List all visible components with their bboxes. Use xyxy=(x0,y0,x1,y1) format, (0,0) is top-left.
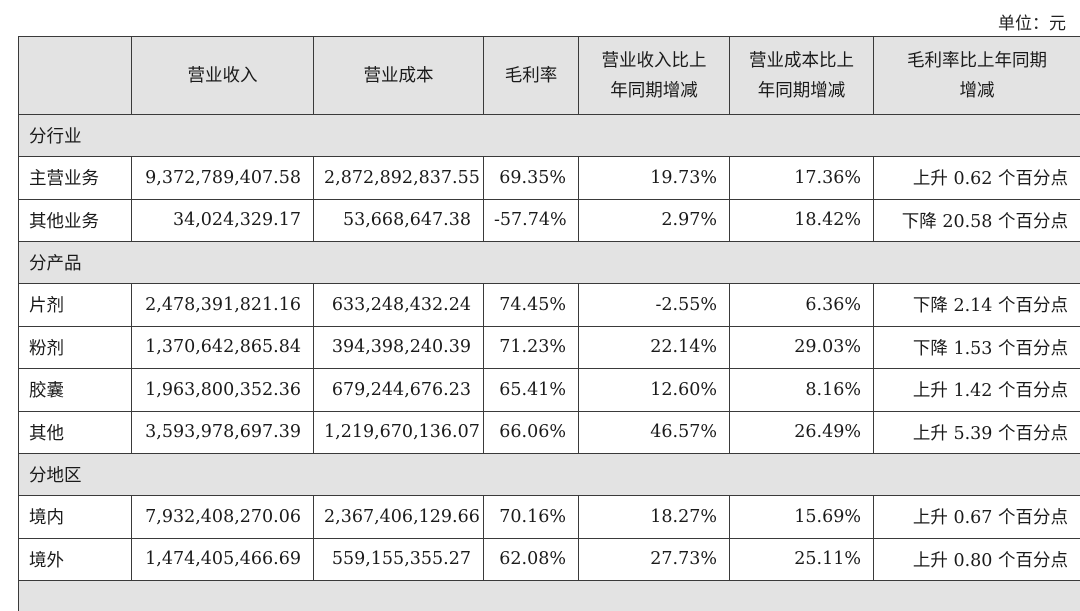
table-row: 主营业务 9,372,789,407.58 2,872,892,837.55 6… xyxy=(18,156,1080,200)
cost-cell: 679,244,676.23 xyxy=(313,368,484,412)
header-blank xyxy=(18,36,132,115)
margin-cell: 70.16% xyxy=(483,495,579,539)
revenue-change-cell: 18.27% xyxy=(578,495,730,539)
cost-change-cell: 29.03% xyxy=(729,325,874,369)
revenue-change-cell: 2.97% xyxy=(578,198,730,242)
table-row: 境外 1,474,405,466.69 559,155,355.27 62.08… xyxy=(18,537,1080,581)
revenue-change-cell: -2.55% xyxy=(578,283,730,327)
table-row: 其他 3,593,978,697.39 1,219,670,136.07 66.… xyxy=(18,410,1080,454)
margin-cell: 65.41% xyxy=(483,368,579,412)
header-margin-change-line1: 毛利率比上年同期 xyxy=(907,50,1047,71)
revenue-cell: 1,963,800,352.36 xyxy=(131,368,314,412)
revenue-change-cell: 22.14% xyxy=(578,325,730,369)
row-label: 主营业务 xyxy=(18,156,132,200)
cost-change-cell: 25.11% xyxy=(729,537,874,581)
section-title: 分产品 xyxy=(18,241,1080,284)
cost-cell: 559,155,355.27 xyxy=(313,537,484,581)
table-row: 片剂 2,478,391,821.16 633,248,432.24 74.45… xyxy=(18,283,1080,327)
cost-change-cell: 8.16% xyxy=(729,368,874,412)
revenue-cost-table: 营业收入 营业成本 毛利率 营业收入比上 年同期增减 营业成本比上 年同期增减 … xyxy=(18,36,1080,611)
revenue-cell: 9,372,789,407.58 xyxy=(131,156,314,200)
section-title: 分地区 xyxy=(18,453,1080,496)
section-title: 分行业 xyxy=(18,114,1080,157)
row-label: 境内 xyxy=(18,495,132,539)
revenue-cell: 1,370,642,865.84 xyxy=(131,325,314,369)
cost-cell: 2,367,406,129.66 xyxy=(313,495,484,539)
cost-change-cell: 26.49% xyxy=(729,410,874,454)
row-label: 粉剂 xyxy=(18,325,132,369)
revenue-cell: 7,932,408,270.06 xyxy=(131,495,314,539)
header-cost-change: 营业成本比上 年同期增减 xyxy=(729,36,874,115)
margin-cell: 62.08% xyxy=(483,537,579,581)
cost-cell: 2,872,892,837.55 xyxy=(313,156,484,200)
header-revenue-change-line1: 营业收入比上 xyxy=(601,50,707,71)
cost-cell: 394,398,240.39 xyxy=(313,325,484,369)
cost-change-cell: 17.36% xyxy=(729,156,874,200)
margin-change-cell: 下降 2.14 个百分点 xyxy=(873,283,1080,327)
section-row-product: 分产品 xyxy=(18,241,1080,284)
margin-cell: 74.45% xyxy=(483,283,579,327)
revenue-cell: 34,024,329.17 xyxy=(131,198,314,242)
margin-change-cell: 上升 0.62 个百分点 xyxy=(873,156,1080,200)
cost-change-cell: 6.36% xyxy=(729,283,874,327)
table-header-row: 营业收入 营业成本 毛利率 营业收入比上 年同期增减 营业成本比上 年同期增减 … xyxy=(18,36,1080,115)
row-label: 境外 xyxy=(18,537,132,581)
margin-change-cell: 上升 1.42 个百分点 xyxy=(873,368,1080,412)
revenue-change-cell: 46.57% xyxy=(578,410,730,454)
table-row: 其他业务 34,024,329.17 53,668,647.38 -57.74%… xyxy=(18,198,1080,242)
revenue-change-cell: 19.73% xyxy=(578,156,730,200)
header-margin: 毛利率 xyxy=(483,36,579,115)
table-footer-row xyxy=(18,580,1080,611)
header-revenue-change-line2: 年同期增减 xyxy=(610,80,698,101)
margin-change-cell: 上升 0.67 个百分点 xyxy=(873,495,1080,539)
footer-cell xyxy=(18,580,1080,611)
cost-change-cell: 18.42% xyxy=(729,198,874,242)
section-row-region: 分地区 xyxy=(18,453,1080,496)
header-cost-change-line1: 营业成本比上 xyxy=(749,50,854,71)
cost-change-cell: 15.69% xyxy=(729,495,874,539)
table-row: 胶囊 1,963,800,352.36 679,244,676.23 65.41… xyxy=(18,368,1080,412)
unit-label: 单位：元 xyxy=(998,14,1066,34)
cost-cell: 633,248,432.24 xyxy=(313,283,484,327)
margin-cell: 66.06% xyxy=(483,410,579,454)
margin-change-cell: 下降 20.58 个百分点 xyxy=(873,198,1080,242)
revenue-cell: 3,593,978,697.39 xyxy=(131,410,314,454)
row-label: 其他业务 xyxy=(18,198,132,242)
section-row-industry: 分行业 xyxy=(18,114,1080,157)
margin-change-cell: 上升 0.80 个百分点 xyxy=(873,537,1080,581)
row-label: 片剂 xyxy=(18,283,132,327)
row-label: 其他 xyxy=(18,410,132,454)
revenue-cell: 2,478,391,821.16 xyxy=(131,283,314,327)
cost-cell: 53,668,647.38 xyxy=(313,198,484,242)
revenue-change-cell: 27.73% xyxy=(578,537,730,581)
header-cost: 营业成本 xyxy=(313,36,484,115)
header-cost-change-line2: 年同期增减 xyxy=(757,80,846,101)
cost-cell: 1,219,670,136.07 xyxy=(313,410,484,454)
margin-change-cell: 下降 1.53 个百分点 xyxy=(873,325,1080,369)
row-label: 胶囊 xyxy=(18,368,132,412)
table-row: 粉剂 1,370,642,865.84 394,398,240.39 71.23… xyxy=(18,325,1080,369)
header-margin-change-line2: 增减 xyxy=(959,80,995,101)
margin-cell: 69.35% xyxy=(483,156,579,200)
table-row: 境内 7,932,408,270.06 2,367,406,129.66 70.… xyxy=(18,495,1080,539)
header-revenue-change: 营业收入比上 年同期增减 xyxy=(578,36,730,115)
margin-cell: 71.23% xyxy=(483,325,579,369)
revenue-change-cell: 12.60% xyxy=(578,368,730,412)
header-revenue: 营业收入 xyxy=(131,36,314,115)
margin-cell: -57.74% xyxy=(483,198,579,242)
margin-change-cell: 上升 5.39 个百分点 xyxy=(873,410,1080,454)
revenue-cell: 1,474,405,466.69 xyxy=(131,537,314,581)
header-margin-change: 毛利率比上年同期 增减 xyxy=(873,36,1080,115)
